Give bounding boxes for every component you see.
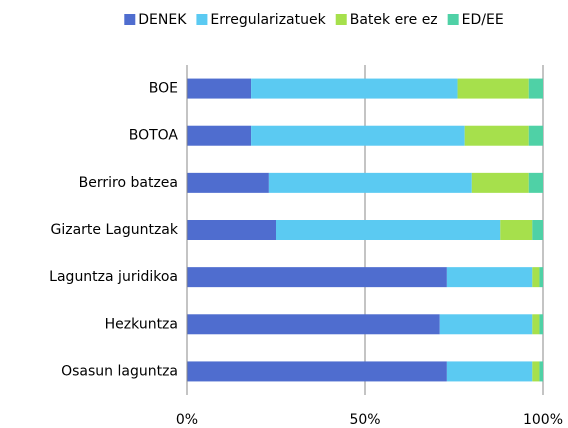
bar-segment bbox=[539, 267, 543, 288]
bar-segment bbox=[251, 78, 458, 99]
legend-swatch bbox=[447, 14, 459, 25]
bar-segment bbox=[187, 361, 447, 382]
y-tick-label: Osasun laguntza bbox=[61, 363, 178, 379]
bar-segment bbox=[532, 361, 540, 382]
bar-segment bbox=[528, 78, 543, 99]
y-tick-label: Berriro batzea bbox=[79, 175, 178, 191]
legend-label: DENEK bbox=[138, 12, 187, 28]
bar-segment bbox=[187, 220, 276, 240]
bar-segment bbox=[187, 125, 252, 146]
bar-segment bbox=[528, 125, 543, 146]
x-tick-label: 100% bbox=[523, 412, 563, 428]
legend-swatch bbox=[335, 14, 347, 25]
bar-segment bbox=[471, 172, 529, 193]
y-tick-label: Hezkuntza bbox=[105, 316, 178, 332]
bar-segment bbox=[268, 172, 472, 193]
bar-segment bbox=[187, 78, 252, 99]
legend-label: Batek ere ez bbox=[350, 12, 438, 28]
y-tick-label: BOTOA bbox=[129, 128, 179, 144]
bar-segment bbox=[539, 314, 543, 335]
y-tick-label: Laguntza juridikoa bbox=[49, 269, 178, 285]
bar-segment bbox=[532, 267, 540, 288]
bar-segment bbox=[251, 125, 465, 146]
bar-segment bbox=[464, 125, 529, 146]
bar-segment bbox=[532, 314, 540, 335]
bar-segment bbox=[439, 314, 533, 335]
legend-label: Erregularizatuek bbox=[210, 12, 326, 28]
bar-segment bbox=[187, 172, 269, 193]
bar-segment bbox=[187, 267, 447, 288]
bar-segment bbox=[539, 361, 543, 382]
bar-segment bbox=[446, 267, 533, 288]
bar-segment bbox=[446, 361, 533, 382]
bar-segment bbox=[187, 314, 440, 335]
bar-segment bbox=[528, 172, 543, 193]
legend-swatch bbox=[124, 14, 136, 25]
bar-segment bbox=[276, 220, 501, 240]
x-tick-label: 0% bbox=[176, 412, 198, 428]
legend-swatch bbox=[196, 14, 208, 25]
legend-label: ED/EE bbox=[462, 12, 504, 28]
bar-segment bbox=[532, 220, 543, 240]
y-tick-label: BOE bbox=[149, 81, 178, 97]
x-tick-label: 50% bbox=[349, 412, 380, 428]
bar-segment bbox=[457, 78, 529, 99]
y-tick-label: Gizarte Laguntzak bbox=[50, 222, 178, 238]
bar-segment bbox=[500, 220, 533, 240]
